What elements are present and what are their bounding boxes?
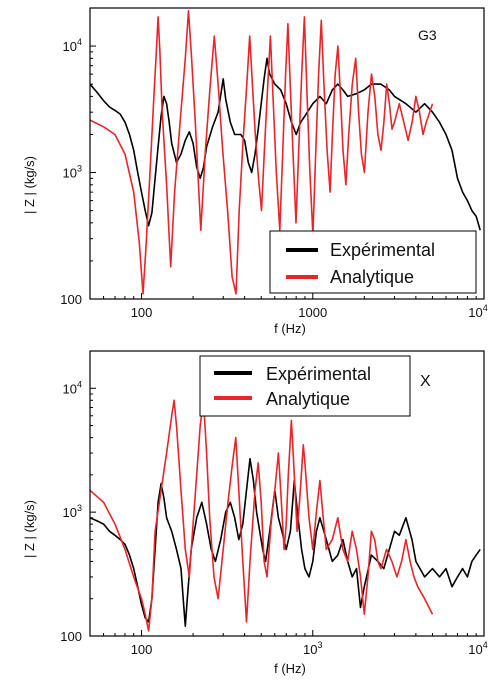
plot-frame bbox=[89, 350, 485, 637]
x-tick-label: 1000 bbox=[298, 305, 327, 320]
y-tick-label: 103 bbox=[63, 503, 82, 520]
y-tick-label: 103 bbox=[63, 164, 82, 181]
tick-labels: 100 103 104 100 103 104 bbox=[60, 379, 487, 657]
y-axis-label: | Z | (kg/s) bbox=[22, 156, 37, 214]
legend: Expérimental Analytique bbox=[269, 230, 477, 294]
y-tick-label: 104 bbox=[63, 37, 82, 54]
legend-label-analytique: Analytique bbox=[266, 389, 350, 409]
y-tick-label: 100 bbox=[60, 629, 82, 644]
series-line-experimental bbox=[90, 57, 481, 231]
legend-label-experimental: Expérimental bbox=[266, 364, 371, 384]
legend-label-analytique: Analytique bbox=[330, 267, 414, 287]
corner-label: X bbox=[420, 373, 431, 390]
legend-box bbox=[199, 355, 411, 417]
chart-top: | Z | (kg/s) f (Hz) 100 1000 104100103104 … bbox=[22, 7, 488, 336]
legend-box bbox=[269, 230, 477, 294]
chart-bottom: | Z | (kg/s) f (Hz) 100 103 104 100 103 104 E… bbox=[22, 350, 488, 676]
series-line-analytique bbox=[90, 399, 434, 632]
x-axis-label: f (Hz) bbox=[274, 661, 306, 676]
x-tick-label: 100 bbox=[131, 642, 153, 657]
x-tick-label: 104 bbox=[468, 640, 487, 657]
x-tick-label: 104 bbox=[468, 303, 487, 320]
x-tick-label: 103 bbox=[303, 640, 322, 657]
plot-area bbox=[89, 350, 485, 637]
plot-frame bbox=[89, 7, 485, 300]
legend-label-experimental: Expérimental bbox=[330, 240, 435, 260]
series-line-experimental bbox=[90, 457, 481, 627]
corner-label: G3 bbox=[418, 27, 437, 43]
x-tick-label: 100 bbox=[131, 305, 153, 320]
series-line-analytique bbox=[90, 10, 434, 295]
y-tick-label: 104 bbox=[63, 379, 82, 396]
y-tick-label: 100 bbox=[60, 292, 82, 307]
y-axis-label: | Z | (kg/s) bbox=[22, 500, 37, 558]
x-axis-label: f (Hz) bbox=[274, 321, 306, 336]
legend: Expérimental Analytique bbox=[199, 355, 411, 417]
